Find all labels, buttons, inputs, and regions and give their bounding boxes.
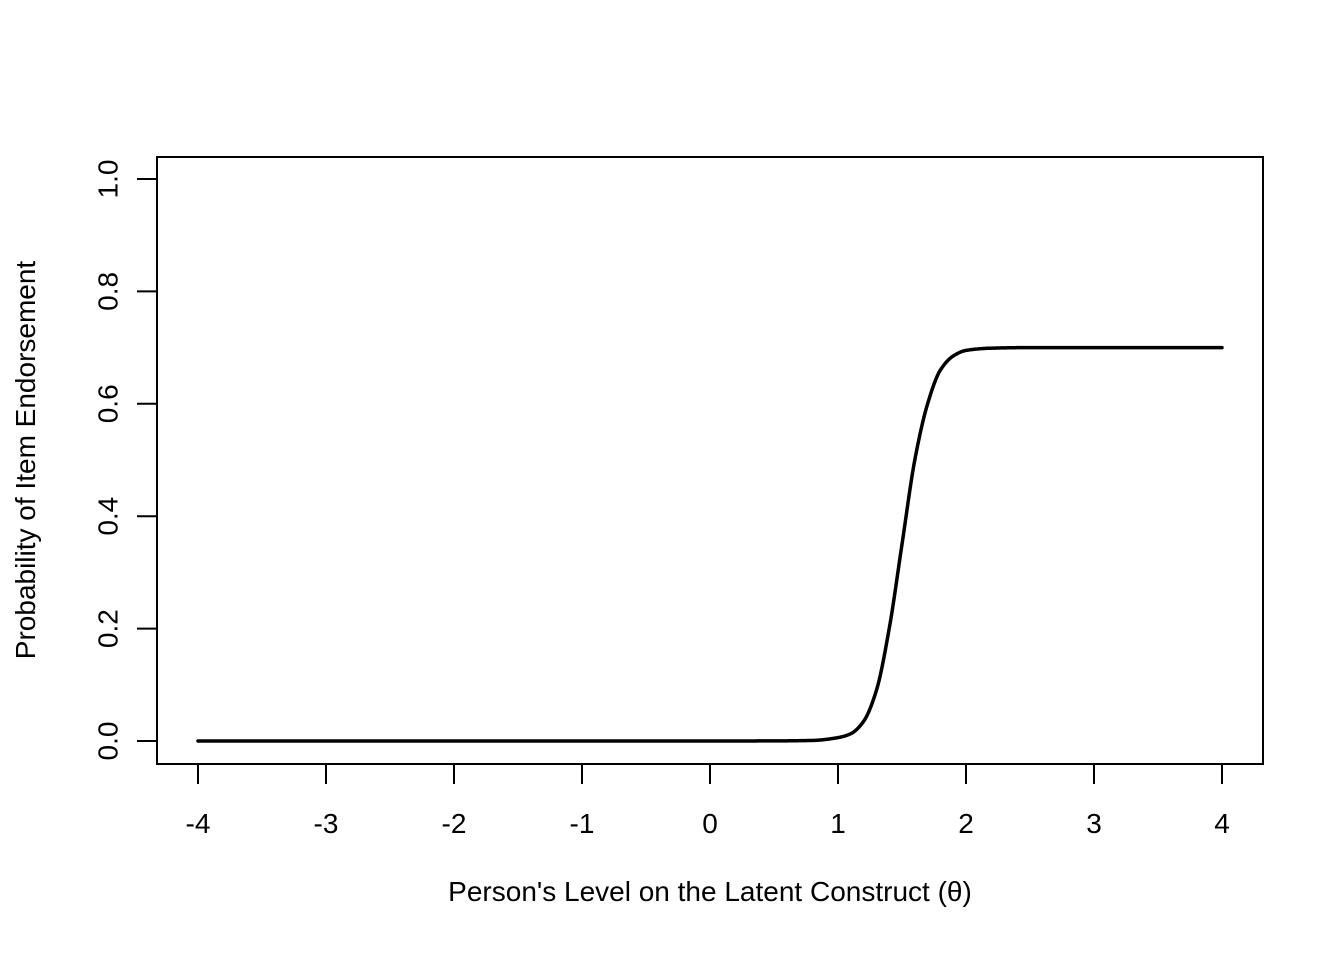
x-tick-label: 3 [1086,808,1102,839]
x-tick-label: -1 [570,808,595,839]
x-tick-label: 2 [958,808,974,839]
y-axis: 0.0 0.2 0.4 0.6 0.8 1.0 [92,160,158,761]
x-tick-label: 4 [1214,808,1230,839]
response-curve [196,345,1224,743]
x-tick-label: -4 [186,808,211,839]
y-tick-label: 0.8 [92,272,123,311]
x-tick-label: -3 [314,808,339,839]
x-tick-label: -2 [442,808,467,839]
y-tick-label: 0.6 [92,384,123,423]
plot-frame [156,156,1264,765]
y-tick-label: 0.4 [92,497,123,536]
x-tick-label: 1 [830,808,846,839]
y-tick-label: 0.0 [92,722,123,761]
x-axis: -4 -3 -2 -1 0 1 2 3 4 [186,763,1230,839]
x-axis-title: Person's Level on the Latent Construct (… [448,876,972,907]
y-tick-label: 0.2 [92,609,123,648]
y-axis-title: Probability of Item Endorsement [10,261,41,660]
x-tick-label: 0 [702,808,718,839]
y-tick-label: 1.0 [92,160,123,199]
